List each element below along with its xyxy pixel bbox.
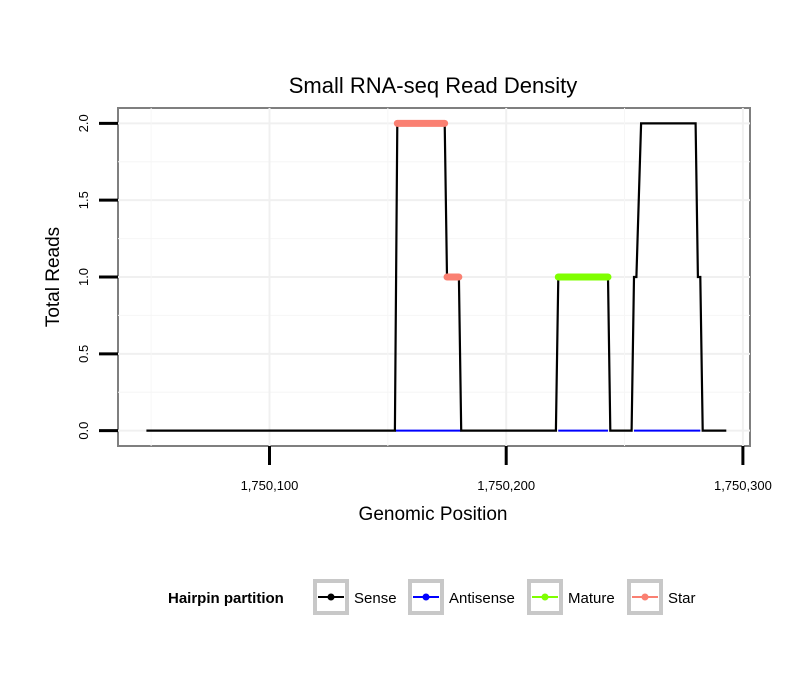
series-layer: [146, 119, 727, 432]
y-tick-label: 2.0: [76, 114, 91, 132]
legend-key-dot: [422, 593, 430, 601]
legend-label-antisense: Antisense: [449, 590, 515, 607]
x-tick-label: 1,750,100: [241, 478, 299, 493]
x-tick-label: 1,750,200: [477, 478, 535, 493]
chart-title: Small RNA-seq Read Density: [289, 73, 578, 98]
y-axis: 0.0 0.5 1.0 1.5 2.0: [76, 114, 118, 440]
x-axis-title: Genomic Position: [359, 504, 508, 525]
legend-title: Hairpin partition: [168, 590, 284, 607]
legend-label-sense: Sense: [354, 590, 397, 607]
y-axis-title: Total Reads: [43, 227, 64, 327]
legend: Hairpin partition Sense Antisense Mature St…: [168, 579, 696, 615]
x-tick-label: 1,750,300: [714, 478, 772, 493]
y-tick-label: 0.0: [76, 422, 91, 440]
legend-label-star: Star: [668, 590, 696, 607]
y-tick-label: 1.0: [76, 268, 91, 286]
legend-key-dot: [641, 593, 649, 601]
x-axis: 1,750,100 1,750,200 1,750,300: [241, 446, 772, 493]
legend-label-mature: Mature: [568, 590, 615, 607]
sense-line: [146, 122, 727, 432]
y-tick-label: 1.5: [76, 191, 91, 209]
legend-key-dot: [327, 593, 335, 601]
y-tick-label: 0.5: [76, 345, 91, 363]
legend-key-dot: [541, 593, 549, 601]
